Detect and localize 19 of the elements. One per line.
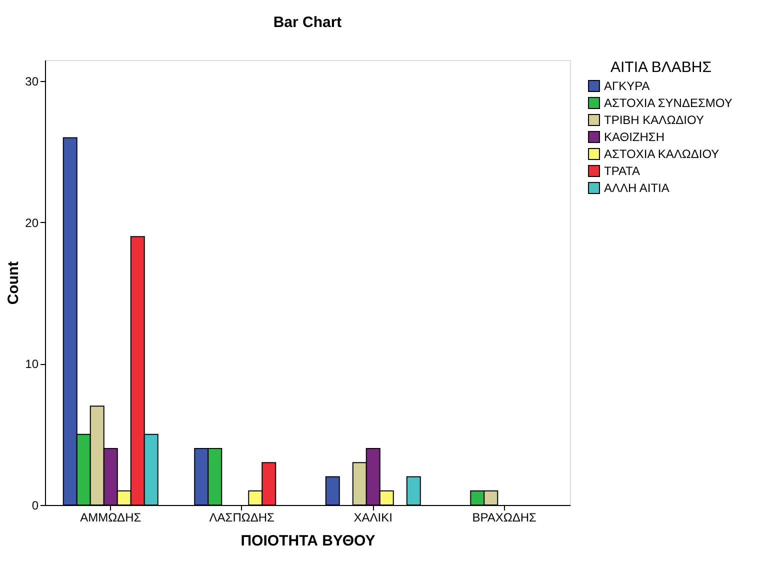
x-tick-label: ΛΑΣΠΩΔΗΣ [209, 510, 274, 524]
x-tick-label: ΒΡΑΧΩΔΗΣ [472, 510, 536, 524]
legend-label: ΑΣΤΟΧΙΑ ΣΥΝΔΕΣΜΟΥ [604, 96, 732, 110]
x-tick-label: ΑΜΜΩΔΗΣ [80, 510, 142, 524]
legend-label: ΚΑΘΙΖΗΣΗ [604, 130, 665, 144]
legend-label: ΤΡΑΤΑ [604, 164, 640, 178]
y-tick-label: 0 [32, 498, 39, 512]
legend-label: ΑΛΛΗ ΑΙΤΙΑ [604, 181, 670, 195]
chart-title: Bar Chart [273, 14, 342, 31]
legend-label: ΑΓΚΥΡΑ [604, 79, 650, 93]
legend-label: ΑΣΤΟΧΙΑ ΚΑΛΩΔΙΟΥ [604, 147, 720, 161]
y-tick-label: 20 [25, 216, 39, 230]
y-tick-label: 10 [25, 357, 39, 372]
legend-title: ΑΙΤΙΑ ΒΛΑΒΗΣ [610, 59, 712, 76]
y-tick-label: 30 [25, 74, 39, 89]
legend-label: ΤΡΙΒΗ ΚΑΛΩΔΙΟΥ [604, 113, 704, 127]
x-axis-title: ΠΟΙΟΤΗΤΑ ΒΥΘΟΥ [240, 532, 376, 550]
y-axis-title: Count [5, 261, 22, 305]
x-tick-label: ΧΑΛΙΚΙ [354, 510, 392, 524]
